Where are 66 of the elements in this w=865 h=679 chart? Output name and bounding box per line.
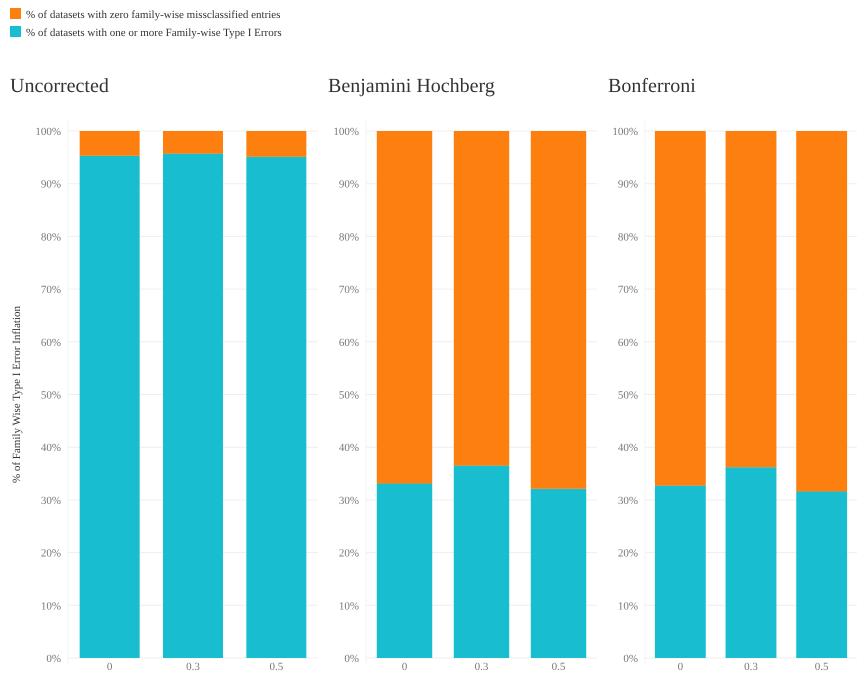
bar xyxy=(726,131,776,468)
y-tick-label: 90% xyxy=(618,178,638,191)
bar xyxy=(376,484,432,658)
y-tick-label: 40% xyxy=(338,442,359,454)
x-tick-label: 0.3 xyxy=(186,661,200,673)
y-tick-label: 100% xyxy=(333,126,359,138)
y-tick-label: 40% xyxy=(40,442,61,454)
y-tick-label: 80% xyxy=(618,231,638,244)
bar xyxy=(654,131,706,486)
y-tick-label: 60% xyxy=(40,336,61,349)
chart-title: Bonferroni xyxy=(608,75,696,97)
y-tick-label: 10% xyxy=(338,600,359,612)
y-tick-label: 30% xyxy=(40,494,61,507)
x-tick-label: 0.5 xyxy=(814,661,830,673)
x-tick-label: 0.5 xyxy=(552,661,566,673)
y-tick-label: 90% xyxy=(338,178,359,191)
y-tick-label: 40% xyxy=(618,442,638,454)
bar xyxy=(726,467,776,658)
x-tick-label: 0.5 xyxy=(269,661,284,673)
y-axis-title: % of Family Wise Type I Error Inflation xyxy=(11,305,23,484)
bar xyxy=(796,491,848,658)
x-tick-label: 0 xyxy=(678,661,684,673)
y-tick-label: 80% xyxy=(40,231,61,244)
y-tick-label: 50% xyxy=(338,390,359,402)
bar xyxy=(454,466,510,658)
bar xyxy=(376,131,432,484)
x-tick-label: 0 xyxy=(402,661,408,673)
y-tick-label: 0% xyxy=(46,653,61,665)
y-tick-label: 0% xyxy=(623,653,638,665)
y-tick-label: 80% xyxy=(338,231,359,244)
legend-label: % of datasets with zero family-wise missclassified entries xyxy=(26,9,280,21)
y-tick-label: 70% xyxy=(40,284,61,296)
y-tick-label: 50% xyxy=(618,390,638,402)
y-tick-label: 70% xyxy=(338,284,359,296)
bar xyxy=(530,488,586,658)
y-tick-label: 100% xyxy=(35,126,61,138)
y-tick-label: 90% xyxy=(40,178,61,191)
y-tick-label: 50% xyxy=(40,390,61,402)
y-tick-label: 10% xyxy=(618,600,638,612)
y-tick-label: 20% xyxy=(40,548,61,560)
bar xyxy=(654,486,706,658)
y-tick-label: 60% xyxy=(338,336,359,349)
y-tick-label: 30% xyxy=(338,494,359,507)
bar xyxy=(246,156,306,658)
y-tick-label: 70% xyxy=(618,284,638,296)
bar xyxy=(454,131,510,466)
bar xyxy=(163,154,223,658)
x-tick-label: 0.3 xyxy=(744,661,758,673)
x-tick-label: 0.3 xyxy=(474,661,489,673)
chart-title: Uncorrected xyxy=(10,75,109,97)
y-tick-label: 10% xyxy=(40,600,61,612)
y-tick-label: 20% xyxy=(618,548,638,560)
y-tick-label: 30% xyxy=(618,494,638,507)
chart-title: Benjamini Hochberg xyxy=(328,75,495,97)
bar xyxy=(80,131,140,156)
y-tick-label: 100% xyxy=(612,126,638,138)
bar xyxy=(796,131,848,492)
bar xyxy=(163,131,223,154)
y-tick-label: 0% xyxy=(344,653,359,665)
y-tick-label: 60% xyxy=(618,336,638,349)
x-tick-label: 0 xyxy=(106,661,113,673)
legend-label: % of datasets with one or more Family-wise Type I Errors xyxy=(26,27,282,39)
bar xyxy=(530,131,586,489)
bar xyxy=(80,156,140,658)
y-tick-label: 20% xyxy=(338,548,359,560)
bar xyxy=(246,131,306,157)
